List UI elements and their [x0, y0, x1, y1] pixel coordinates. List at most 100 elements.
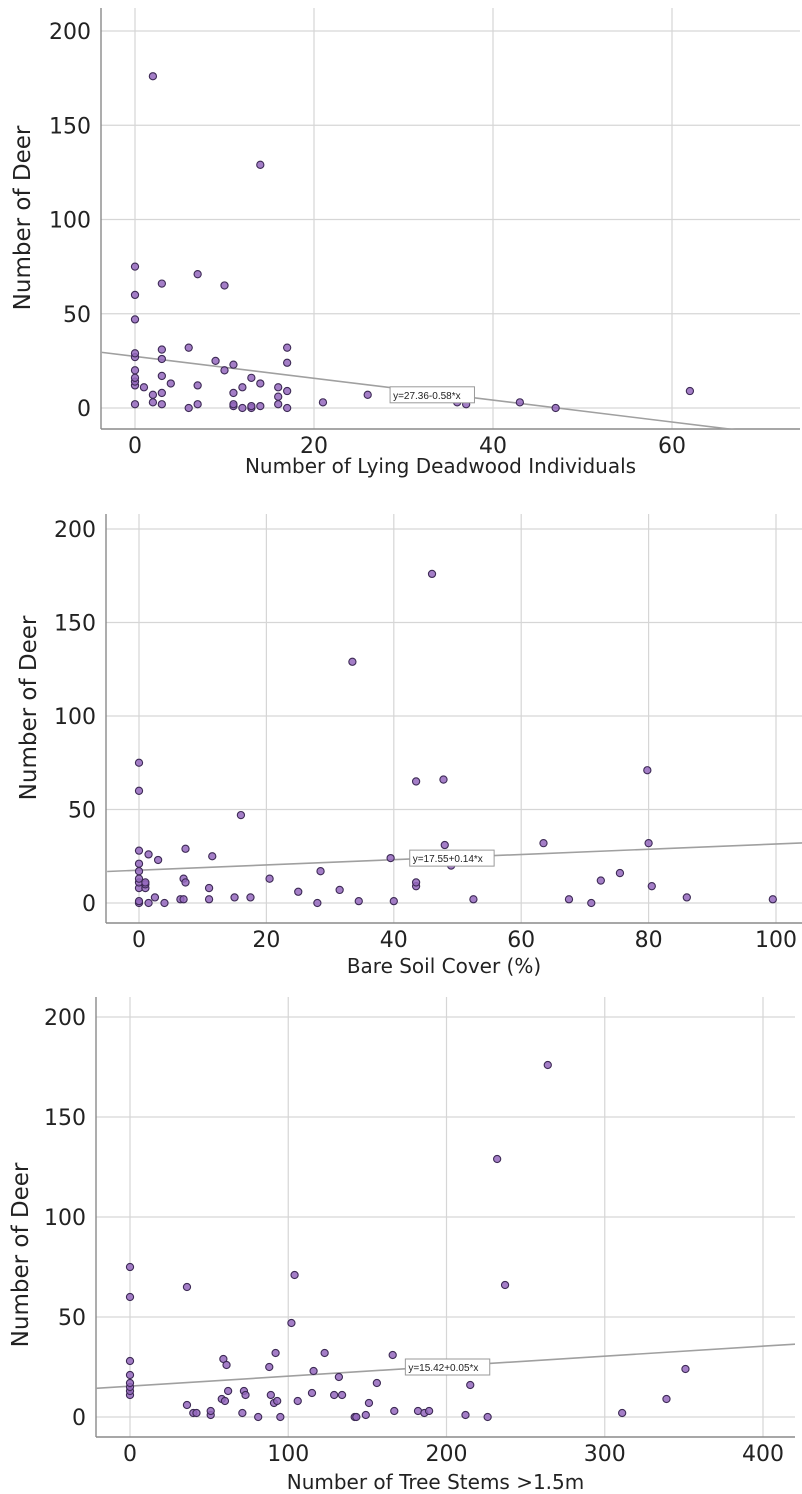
y-tick-label: 200: [44, 1006, 86, 1031]
fit-equation-text: y=15.42+0.05*x: [408, 1363, 478, 1374]
scatter-chart-deadwood: 0 20 40 60 0 50 100 150 200 y=27.36-0.58*x Number …: [10, 8, 800, 478]
data-point: [265, 1362, 274, 1372]
data-point: [229, 400, 238, 409]
data-point: [282, 386, 292, 396]
x-tick-label: 300: [584, 1442, 626, 1467]
data-point: [130, 262, 140, 271]
data-point: [564, 895, 574, 904]
x-axis-label: Number of Tree Stems >1.5m: [287, 1470, 585, 1494]
fit-equation-label: y=27.36-0.58*x: [389, 386, 475, 404]
data-point: [229, 388, 238, 398]
data-point: [125, 1378, 135, 1388]
x-tick-label: 40: [380, 928, 408, 953]
y-tick-label: 50: [68, 799, 96, 824]
x-tick-label: 60: [658, 434, 686, 459]
data-point: [222, 1360, 231, 1370]
data-point: [130, 315, 140, 324]
data-point: [134, 786, 144, 795]
data-point: [182, 1400, 192, 1410]
y-axis-label: Number of Deer: [10, 125, 36, 310]
data-point: [596, 876, 605, 885]
data-point: [150, 893, 160, 902]
y-tick-label: 100: [44, 1206, 86, 1231]
data-point: [206, 1406, 215, 1416]
data-point: [266, 1390, 275, 1400]
chart-panel-1: 0 20 40 60 0 50 100 150 200 y=27.36-0.58*x Number …: [0, 0, 802, 492]
data-point: [492, 1154, 502, 1164]
y-tick-label: 200: [54, 518, 96, 543]
y-tick-label: 50: [58, 1306, 86, 1331]
data-point: [148, 72, 158, 81]
data-point: [643, 766, 652, 775]
data-point: [246, 893, 255, 902]
y-tick-label: 100: [49, 209, 91, 234]
data-point: [466, 1380, 475, 1390]
data-point: [157, 279, 166, 288]
data-point: [515, 398, 524, 407]
data-point: [220, 1396, 230, 1406]
data-point: [337, 1390, 347, 1400]
data-point: [208, 852, 217, 861]
data-point: [220, 366, 229, 375]
data-point: [192, 1408, 201, 1418]
data-point: [144, 850, 153, 859]
x-tick-label: 100: [755, 928, 797, 953]
data-point: [274, 400, 283, 409]
data-point: [440, 840, 449, 850]
data-point: [500, 1280, 510, 1290]
data-point: [166, 379, 175, 388]
y-tick-label: 100: [54, 705, 96, 730]
data-point: [287, 1318, 296, 1328]
data-point: [134, 859, 144, 868]
data-point: [134, 867, 144, 876]
data-point: [182, 1282, 192, 1292]
data-point: [587, 898, 596, 908]
data-point: [160, 898, 169, 908]
x-tick-label: 400: [742, 1442, 784, 1467]
data-point: [247, 401, 256, 411]
fit-equation-label: y=15.42+0.05*x: [404, 1358, 491, 1376]
data-point: [618, 1408, 627, 1418]
fit-equation-box: [409, 849, 495, 867]
data-point: [130, 373, 140, 382]
data-point: [389, 896, 398, 906]
data-point: [644, 839, 653, 848]
data-point: [130, 400, 140, 409]
data-point: [274, 383, 283, 392]
data-point: [276, 1412, 285, 1422]
data-point: [125, 1370, 135, 1380]
data-point: [647, 882, 656, 891]
data-point: [157, 400, 166, 409]
data-point: [241, 1390, 250, 1400]
fit-equation-box: [404, 1358, 491, 1376]
y-tick-label: 50: [63, 303, 91, 328]
data-point: [181, 878, 190, 887]
data-point: [681, 1364, 690, 1374]
data-point: [181, 844, 190, 853]
data-point: [256, 160, 265, 169]
y-tick-label: 0: [72, 1406, 86, 1431]
data-point: [290, 1270, 299, 1280]
data-point: [483, 1412, 492, 1422]
data-point: [320, 1348, 329, 1358]
data-point: [282, 358, 292, 367]
data-point: [125, 1292, 135, 1302]
data-point: [352, 1412, 361, 1422]
data-point: [682, 893, 691, 902]
data-point: [348, 657, 357, 666]
data-point: [335, 885, 344, 895]
data-point: [439, 775, 448, 784]
data-point: [313, 898, 322, 908]
fit-line: [107, 842, 802, 873]
data-point: [153, 855, 163, 865]
data-point: [256, 379, 265, 388]
data-point: [662, 1394, 671, 1404]
x-tick-label: 60: [507, 928, 535, 953]
y-tick-label: 150: [49, 114, 91, 139]
y-axis-label: Number of Deer: [16, 615, 42, 800]
data-point: [125, 1356, 135, 1366]
data-point: [238, 383, 247, 392]
chart-panel-3: 0 100 200 300 400 0 50 100 150 200 y=15.42+0.05*x N…: [0, 989, 802, 1494]
data-point: [238, 403, 247, 413]
data-point: [157, 354, 166, 364]
